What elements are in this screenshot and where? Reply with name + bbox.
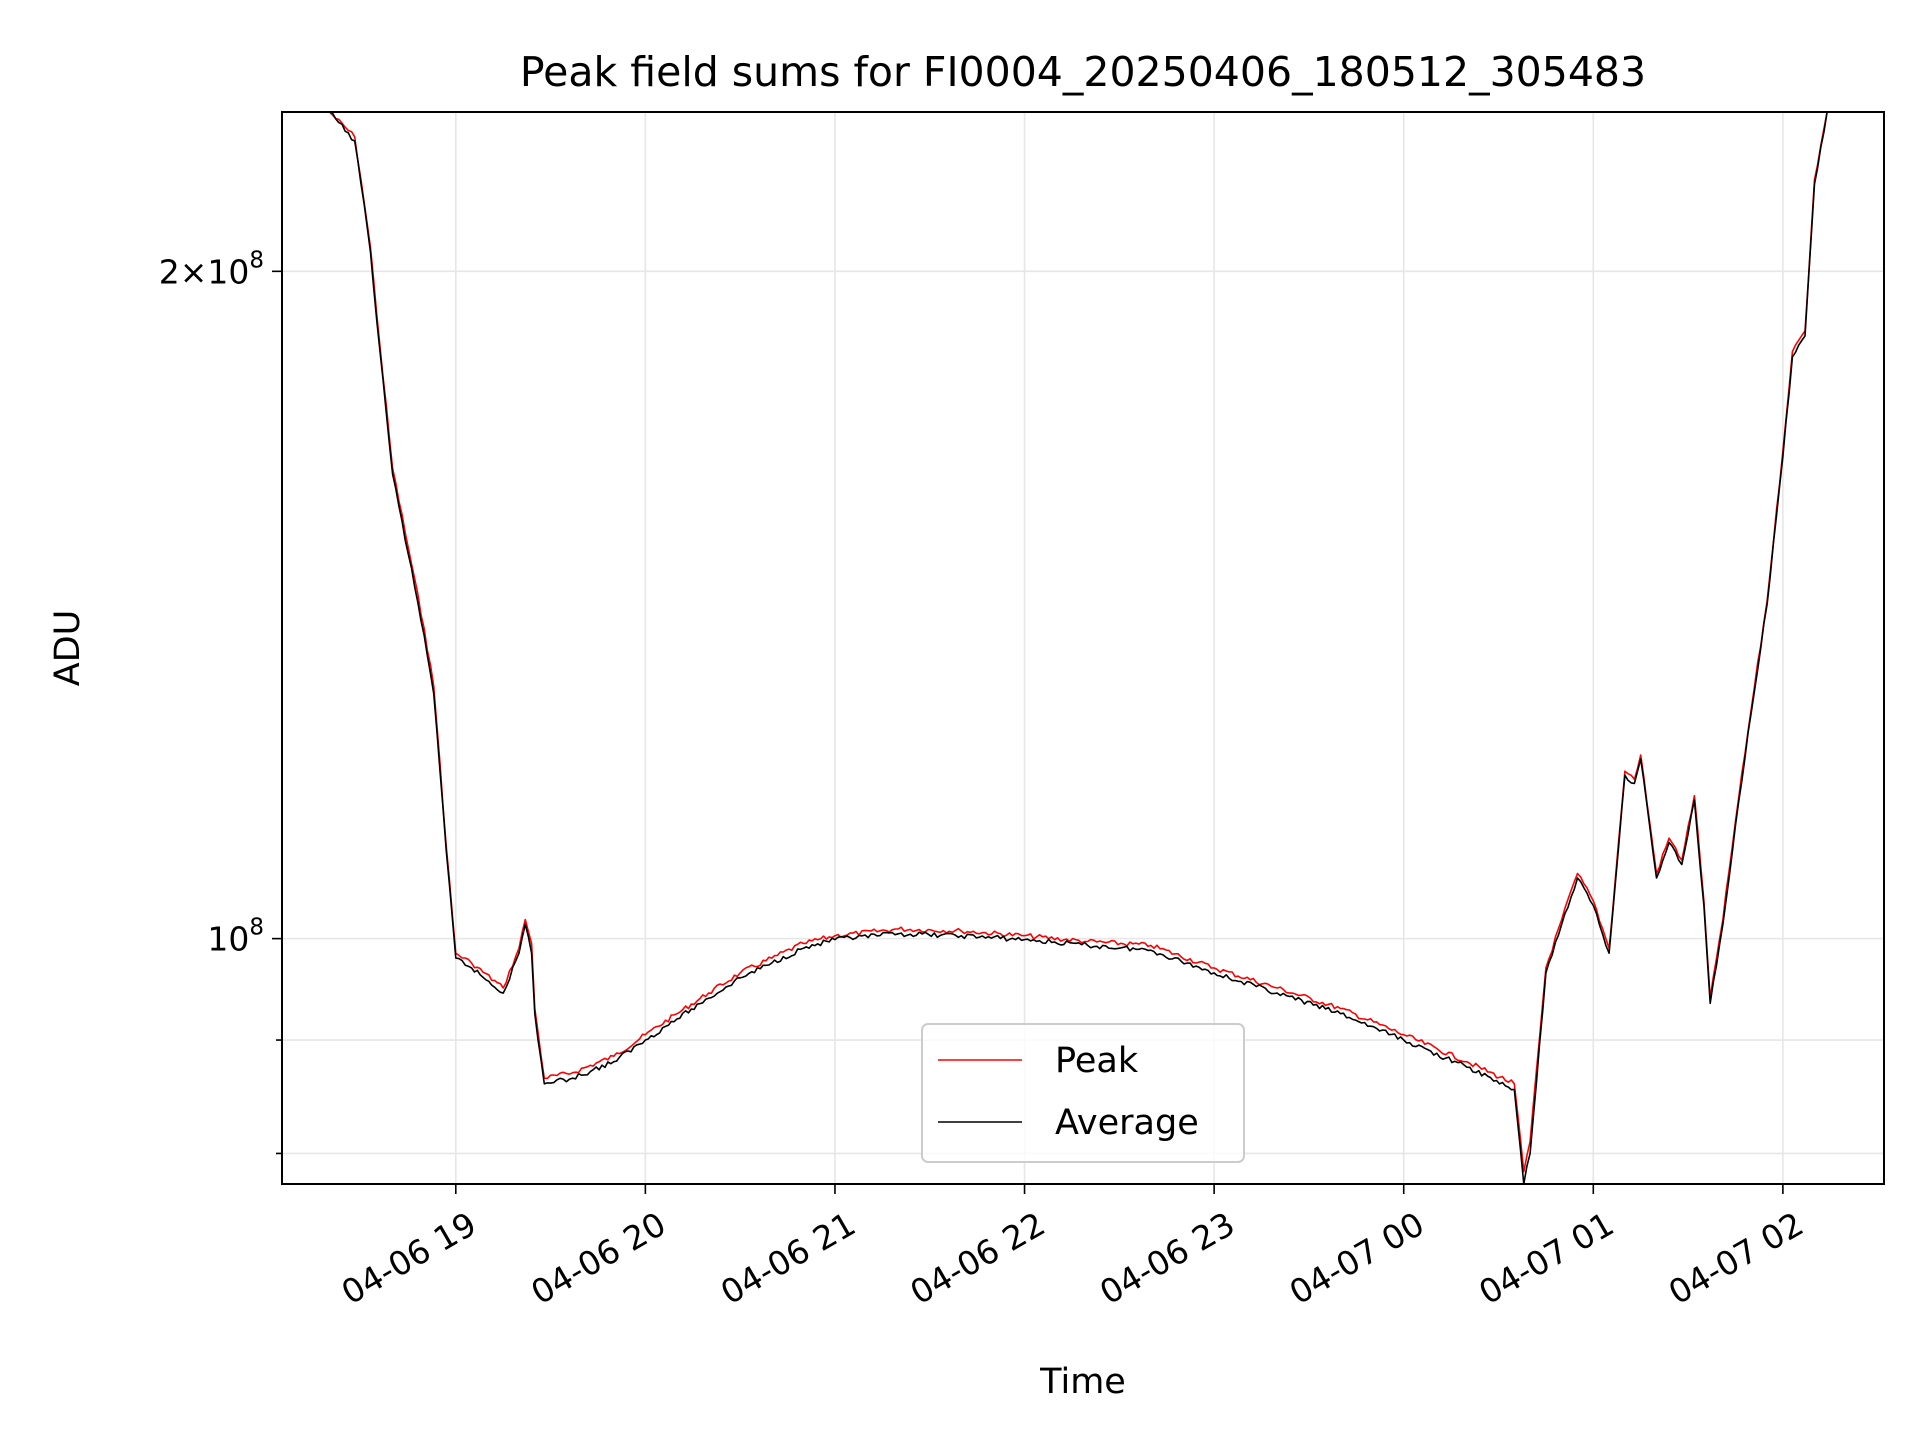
- plot-frame: [281, 111, 1885, 1185]
- legend-label-peak: Peak: [1055, 1041, 1139, 1081]
- series-line-average: [282, 112, 1884, 1184]
- series-line-peak: [282, 112, 1884, 1173]
- legend-box: [921, 1023, 1245, 1163]
- y-axis-label: ADU: [48, 610, 88, 687]
- legend-label-average: Average: [1055, 1103, 1199, 1143]
- y-tick-label: 108: [207, 915, 264, 959]
- x-axis-label: Time: [1039, 1362, 1126, 1402]
- series-layer: [282, 112, 1884, 1184]
- chart-title: Peak field sums for FI0004_20250406_1805…: [520, 48, 1646, 96]
- y-tick-label: 2×108: [159, 247, 264, 291]
- legend: Peak Average: [921, 1023, 1245, 1163]
- y-axis-ticks: 2×108 108: [159, 247, 282, 1155]
